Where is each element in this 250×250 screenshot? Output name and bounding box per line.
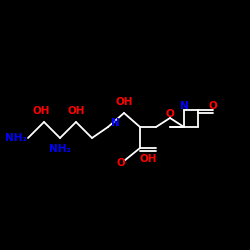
Text: OH: OH	[67, 106, 85, 116]
Text: O: O	[208, 101, 218, 111]
Text: OH: OH	[32, 106, 50, 116]
Text: NH₂: NH₂	[49, 144, 71, 154]
Text: OH: OH	[139, 154, 157, 164]
Text: N: N	[111, 118, 120, 128]
Text: N: N	[180, 101, 188, 111]
Text: NH₂: NH₂	[5, 133, 27, 143]
Text: OH: OH	[115, 97, 133, 107]
Text: O: O	[116, 158, 126, 168]
Text: O: O	[166, 109, 174, 119]
